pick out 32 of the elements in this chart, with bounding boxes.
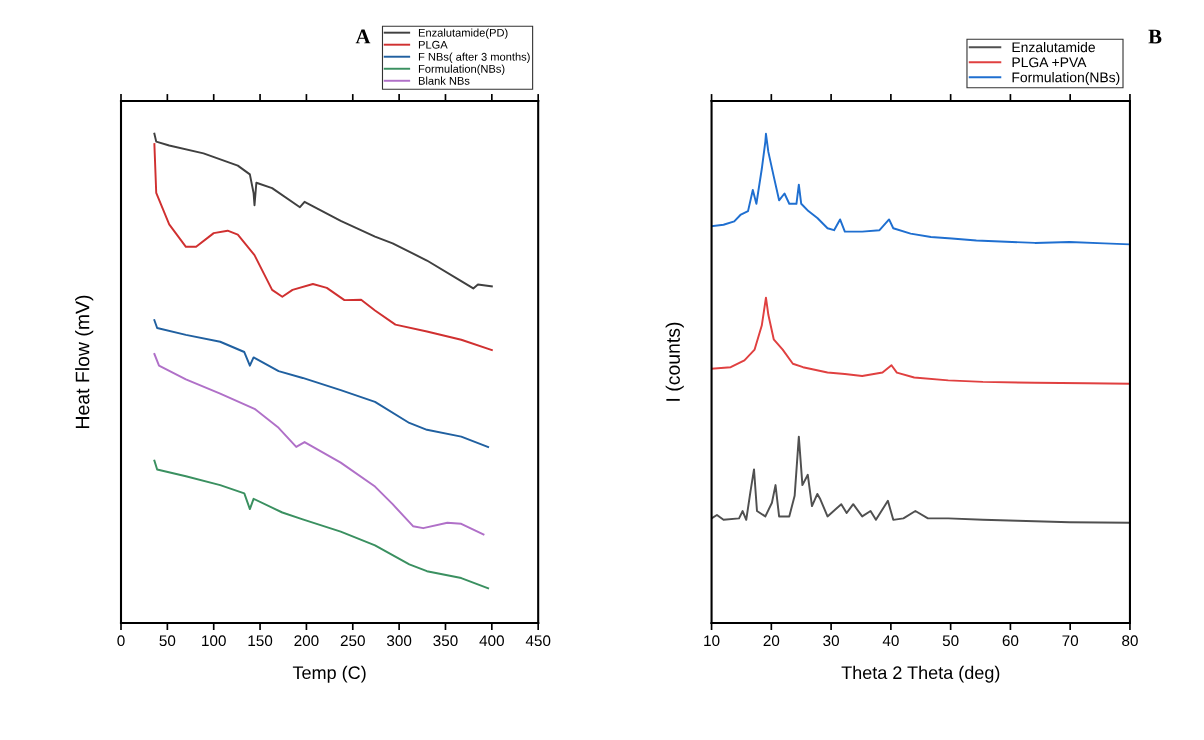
x-tick-label: 60 [1002, 635, 1019, 647]
x-tick-label: 350 [433, 635, 458, 647]
text: B [1148, 29, 1162, 44]
x-tick-label: 40 [882, 635, 899, 647]
x-tick-label: 150 [248, 635, 273, 647]
legend-label: Enzalutamide [1012, 42, 1095, 53]
x-tick-label: 450 [525, 635, 551, 647]
x-tick-label: 300 [386, 635, 412, 647]
x-tick-label: 0 [117, 635, 125, 647]
x-tick-label: 250 [340, 635, 365, 647]
x-tick-label: 30 [823, 635, 839, 647]
x-tick-label: 200 [294, 635, 319, 647]
x-tick-label: 100 [202, 635, 226, 647]
x-axis-title: Temp (C) [292, 665, 366, 683]
legend-label: Blank NBs [418, 76, 470, 85]
x-tick-label: 80 [1122, 635, 1138, 647]
text: A [355, 29, 371, 44]
x-axis-title: Theta 2 Theta (deg) [841, 665, 1000, 683]
legend-label: PLGA +PVA [1012, 57, 1087, 68]
y-axis-title: I (counts) [665, 322, 684, 401]
legend-label: Formulation(NBs) [1012, 72, 1120, 86]
x-tick-label: 70 [1062, 635, 1079, 647]
x-tick-label: 50 [942, 635, 959, 647]
legend-label: Formulation(NBs) [418, 64, 505, 75]
legend-label: F NBs( after 3 months) [418, 52, 530, 63]
x-tick-label: 400 [479, 635, 504, 647]
x-tick-label: 20 [763, 635, 780, 647]
legend-label: PLGA [418, 40, 448, 49]
x-tick-label: 10 [704, 635, 720, 647]
x-tick-label: 50 [159, 635, 176, 647]
legend-label: Enzalutamide(PD) [418, 28, 508, 39]
y-axis-title: Heat Flow (mV) [75, 295, 94, 428]
